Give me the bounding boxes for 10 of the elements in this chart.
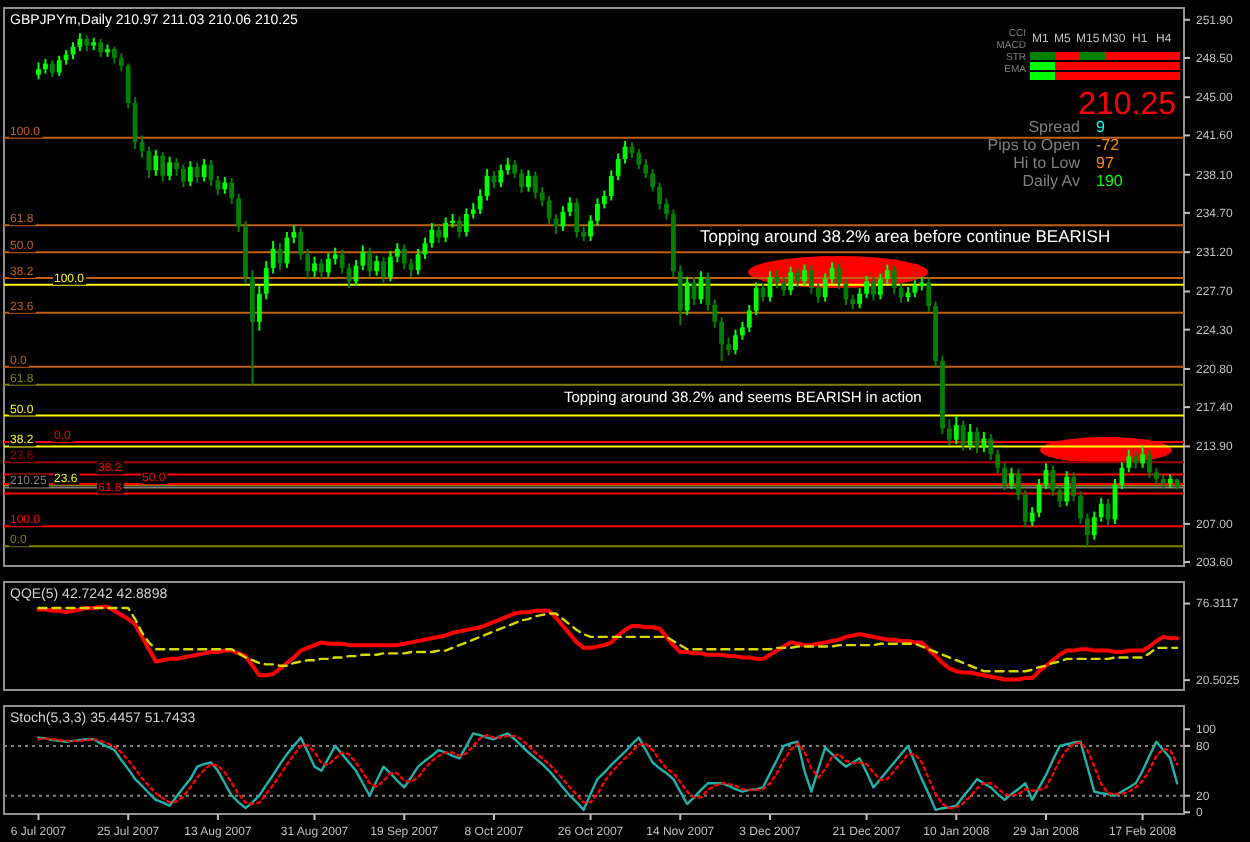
annotation: -72	[1096, 136, 1121, 154]
annotation: Topping around 38.2% area before continue BEARISH	[700, 226, 1111, 246]
annotation: 97	[1096, 154, 1115, 172]
annotation: Hi to Low	[1013, 154, 1081, 172]
annotation: Pips to Open	[987, 136, 1080, 154]
annotation: Spread	[1028, 118, 1080, 136]
annotation: Daily Av	[1022, 172, 1080, 190]
annotation: 9	[1096, 118, 1106, 136]
annotation: 210.25	[1078, 88, 1177, 122]
annotation: 190	[1096, 172, 1124, 190]
